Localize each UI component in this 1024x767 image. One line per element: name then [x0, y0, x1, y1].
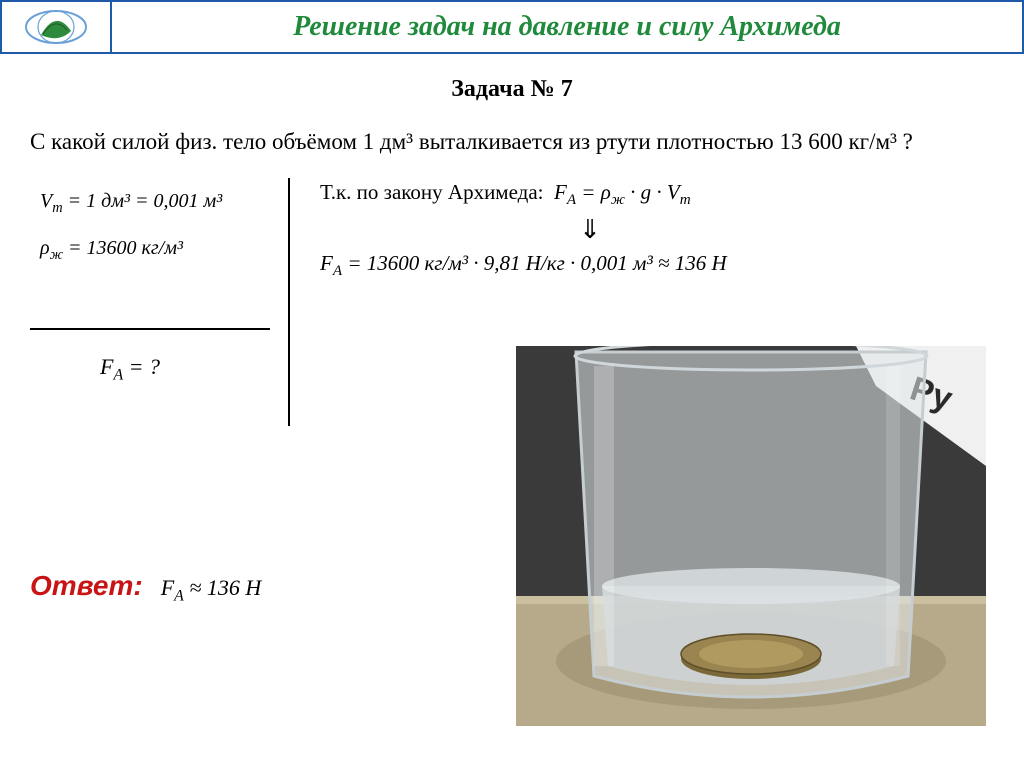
calculation-line: FA = 13600 кг/м³ · 9,81 Н/кг · 0,001 м³ … — [320, 251, 1000, 280]
beaker-coin-illustration-icon: Py — [516, 346, 986, 726]
problem-number: Задача № 7 — [0, 76, 1024, 103]
header-bar: Решение задач на давление и силу Архимед… — [0, 0, 1024, 54]
given-volume: Vт = 1 дм³ = 0,001 м³ — [40, 190, 310, 217]
given-block: Vт = 1 дм³ = 0,001 м³ ρж = 13600 кг/м³ F… — [30, 178, 310, 284]
problem-statement: С какой силой физ. тело объёмом 1 дм³ вы… — [30, 125, 994, 160]
sought-quantity: FA = ? — [100, 354, 160, 384]
solution-block: Т.к. по закону Архимеда: FA = ρж · g · V… — [320, 178, 1000, 280]
answer-row: Ответ: FA ≈ 136 Н — [30, 570, 261, 605]
page-title: Решение задач на давление и силу Архимед… — [112, 2, 1022, 52]
horizontal-divider — [30, 328, 270, 330]
logo-cell — [2, 2, 112, 52]
page-root: Решение задач на давление и силу Архимед… — [0, 0, 1024, 767]
archimedes-law-line: Т.к. по закону Архимеда: FA = ρж · g · V… — [320, 180, 1000, 209]
experiment-photo: Py — [516, 346, 986, 726]
down-arrow-icon: ⇓ — [320, 215, 860, 245]
title-text: Решение задач на давление и силу Архимед… — [293, 11, 841, 43]
answer-label: Ответ: — [30, 570, 143, 602]
answer-value: FA ≈ 136 Н — [161, 575, 262, 605]
given-density: ρж = 13600 кг/м³ — [40, 237, 310, 264]
globe-leaf-logo-icon — [21, 7, 91, 47]
